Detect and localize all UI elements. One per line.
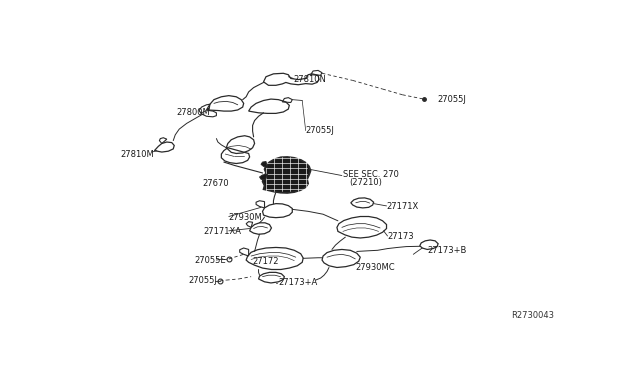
Text: 27173: 27173 <box>388 232 414 241</box>
Polygon shape <box>260 174 268 180</box>
Text: 27173+A: 27173+A <box>278 279 317 288</box>
Text: 27810M: 27810M <box>121 150 154 158</box>
Text: (27210): (27210) <box>349 178 382 187</box>
Text: SEE SEC. 270: SEE SEC. 270 <box>343 170 399 179</box>
Polygon shape <box>262 157 310 193</box>
Text: 27930MC: 27930MC <box>356 263 396 272</box>
Text: 27171XA: 27171XA <box>203 227 241 236</box>
Text: 27055J: 27055J <box>306 126 335 135</box>
Text: 27055J: 27055J <box>188 276 217 285</box>
Text: 27810N: 27810N <box>293 74 326 83</box>
Text: 27171X: 27171X <box>387 202 419 211</box>
Polygon shape <box>261 161 268 168</box>
Text: R2730043: R2730043 <box>511 311 554 320</box>
Text: 27055E: 27055E <box>194 256 226 264</box>
Text: 27670: 27670 <box>202 179 228 188</box>
Text: 27172: 27172 <box>253 257 279 266</box>
Text: 27173+B: 27173+B <box>428 246 467 255</box>
Text: 27930M: 27930M <box>229 212 262 222</box>
Text: 27055J: 27055J <box>437 95 466 104</box>
Text: 27800M: 27800M <box>177 108 211 117</box>
